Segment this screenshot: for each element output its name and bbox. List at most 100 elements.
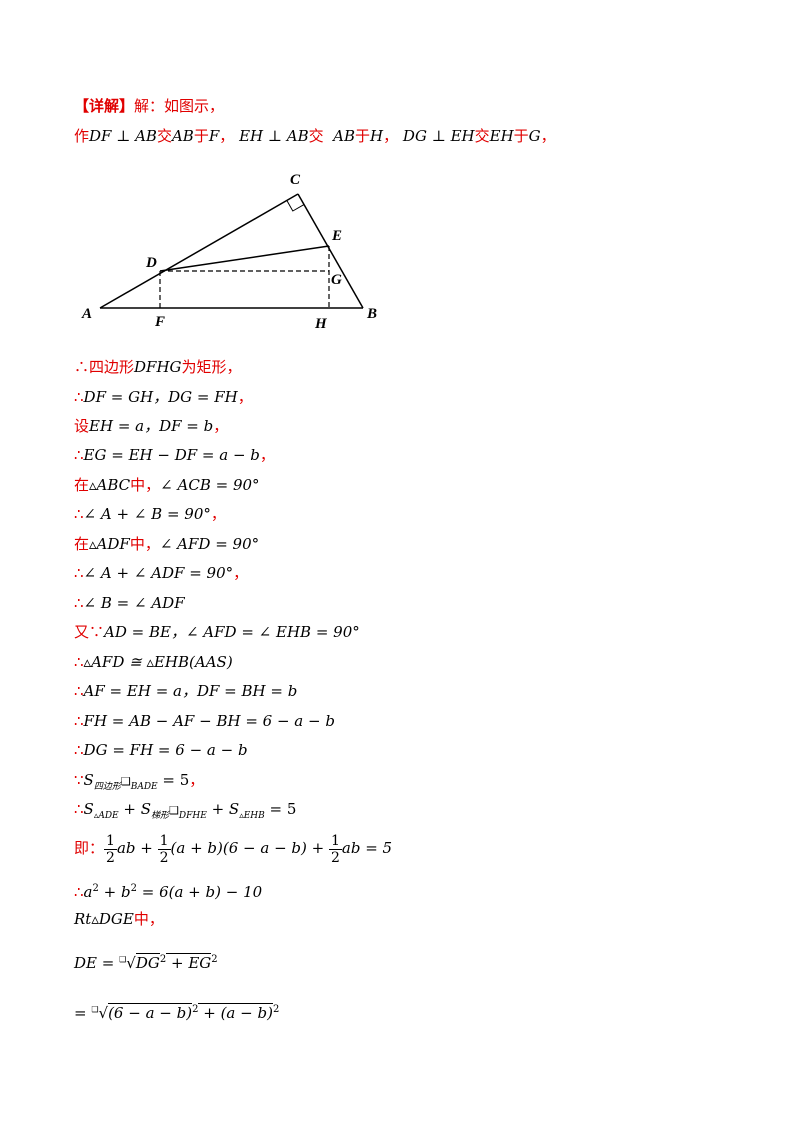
therefore-symbol: ∴ [74, 883, 84, 901]
subscript: ▵ADE [93, 811, 119, 821]
subscript: DFHE [178, 811, 207, 821]
step-15: ∵S四边形❑BADE = 5， [74, 770, 204, 797]
math-segment: ∠ AFD = 90° [159, 535, 260, 553]
math-segment: + S [206, 800, 240, 818]
math-segment: EH [489, 127, 514, 145]
subscript: 四边形 [93, 782, 121, 792]
numerator: 1 [104, 832, 117, 850]
text-segment: 四边形 [89, 358, 135, 376]
numerator: 1 [328, 832, 342, 850]
math-segment: (6 − a − b) [108, 1003, 193, 1022]
math-segment: = 5 [264, 800, 297, 818]
therefore-symbol: ∴ [74, 712, 84, 730]
segment-de [159, 245, 330, 272]
exponent: 2 [159, 954, 167, 965]
text-segment: 交 [156, 127, 172, 145]
math-segment: EH = a，DF = b [89, 417, 214, 435]
text-segment: ， [213, 417, 229, 435]
text-segment: ， [259, 446, 275, 464]
header-text: 解：如图示， [134, 97, 225, 115]
step-18: ∴a2 + b2 = 6(a + b) − 10 [74, 879, 262, 902]
step-12: ∴AF = EH = a，DF = BH = b [74, 681, 297, 701]
label-c: C [290, 172, 301, 188]
denominator: 2 [159, 849, 169, 866]
denominator: 2 [330, 849, 340, 866]
math-segment: EH ⊥ AB [239, 127, 309, 145]
text-segment: 即： [74, 839, 105, 857]
therefore-symbol: ∴ [74, 741, 84, 759]
radical-sign: √ [98, 1004, 109, 1022]
therefore-symbol: ∴ [74, 682, 84, 700]
step-5: 在▵ABC中，∠ ACB = 90° [74, 475, 260, 495]
denominator: 2 [106, 849, 115, 866]
therefore-symbol: ∴ [74, 388, 84, 406]
math-segment: DG = FH = 6 − a − b [83, 741, 248, 759]
exponent: 2 [192, 1004, 199, 1015]
math-segment: = 6(a + b) − 10 [136, 883, 263, 901]
text-segment: ， [219, 127, 235, 145]
label-b: B [366, 306, 377, 322]
step-3: 设EH = a，DF = b， [74, 416, 228, 436]
math-segment: ▵ADF [89, 535, 130, 553]
step-21: = ❑√(6 − a − b)2 + (a − b)2 [74, 1000, 279, 1023]
text-segment: 设 [74, 417, 90, 435]
step-6: ∴∠ A + ∠ B = 90°， [74, 504, 226, 524]
math-segment: F [208, 127, 220, 145]
label-e: E [331, 228, 342, 244]
text-segment: 为矩形， [181, 358, 242, 376]
therefore-symbol: ∴ [74, 505, 84, 523]
numerator: 1 [157, 832, 171, 850]
text-segment: 交 [474, 127, 490, 145]
step-16: ∴S▵ADE + S梯形❑DFHE + S▵EHB = 5 [74, 799, 296, 826]
detail-label: 【详解】 [74, 97, 135, 115]
text-segment: 于 [355, 127, 371, 145]
step-4: ∴EG = EH − DF = a − b， [74, 445, 275, 465]
placeholder-box: ❑ [119, 955, 127, 964]
exponent: 2 [211, 954, 218, 965]
math-segment: ∠ B = ∠ ADF [83, 594, 185, 612]
text-segment: 交 [308, 127, 324, 145]
subscript: ▵EHB [239, 811, 265, 821]
label-f: F [154, 314, 165, 330]
text-segment: ， [383, 127, 399, 145]
placeholder-box: ❑ [120, 775, 131, 788]
text-segment: 在 [74, 535, 90, 553]
math-segment: G [528, 127, 541, 145]
because-symbol: ∵ [74, 771, 84, 789]
math-segment: ab + [116, 839, 158, 857]
math-segment: AB [333, 127, 356, 145]
math-segment: + EG [166, 953, 212, 972]
step-1: ∴四边形DFHG为矩形， [74, 357, 242, 377]
math-segment: (a + b)(6 − a − b) + [170, 839, 329, 857]
text-segment: ， [210, 505, 226, 523]
math-segment: DFHG [134, 358, 182, 376]
solution-header: 【详解】解：如图示， [74, 96, 224, 116]
therefore-symbol: ∴ [74, 446, 84, 464]
because-symbol: 又∵ [74, 623, 105, 641]
construction-line: 作DF ⊥ AB交AB于F， EH ⊥ AB交 AB于H， DG ⊥ EH交EH… [74, 126, 556, 146]
math-segment: a [83, 883, 93, 901]
math-segment: FH = AB − AF − BH = 6 − a − b [83, 712, 335, 730]
math-segment: ▵AFD ≅ ▵EHB(AAS) [83, 653, 233, 671]
exponent: 2 [130, 883, 137, 894]
text-segment: ， [189, 771, 205, 789]
math-segment: DG ⊥ EH [402, 127, 475, 145]
placeholder-box: ❑ [169, 804, 179, 817]
text-segment: 中， [129, 535, 160, 553]
step-20: DE = ❑√DG2 + EG2 [74, 950, 218, 973]
therefore-symbol: ∴ [74, 358, 90, 376]
step-10: 又∵AD = BE，∠ AFD = ∠ EHB = 90° [74, 622, 360, 642]
math-segment: ab = 5 [341, 839, 393, 857]
text-segment: 于 [193, 127, 209, 145]
math-segment: ▵DGE [91, 910, 134, 928]
step-7: 在▵ADF中，∠ AFD = 90° [74, 534, 259, 554]
math-segment: Rt [74, 910, 92, 928]
math-segment: AB [171, 127, 194, 145]
math-segment: + (a − b) [198, 1003, 273, 1022]
math-segment: AD = BE，∠ AFD = ∠ EHB = 90° [104, 623, 360, 641]
math-segment: ∠ A + ∠ ADF = 90° [83, 564, 234, 582]
math-segment: EG = EH − DF = a − b [83, 446, 260, 464]
math-segment: DF = GH，DG = FH [83, 388, 238, 406]
math-segment: + S [118, 800, 152, 818]
